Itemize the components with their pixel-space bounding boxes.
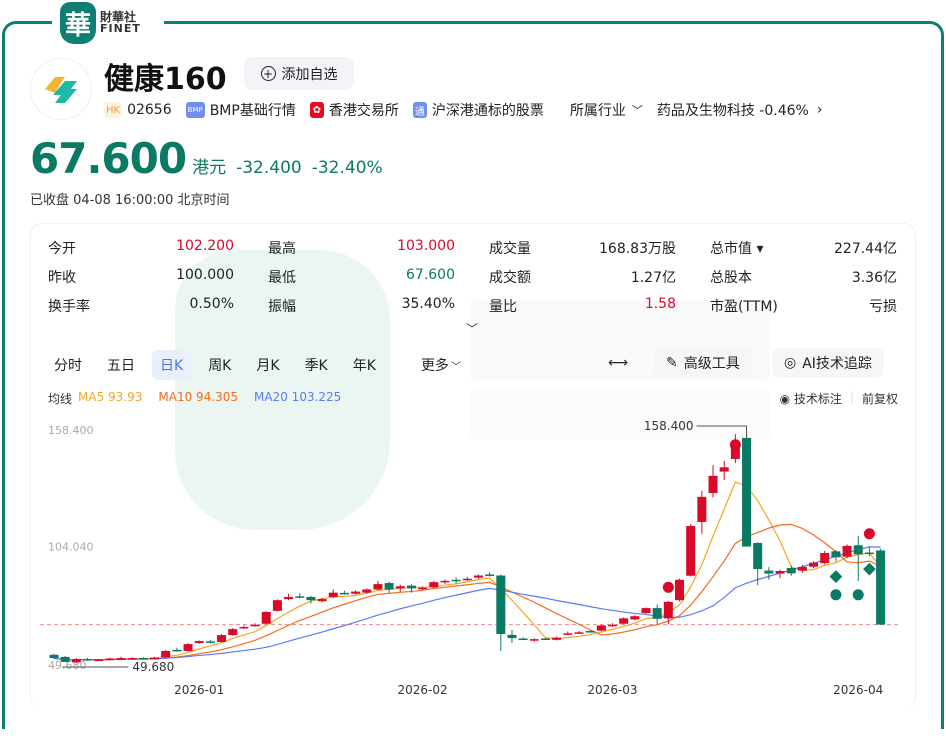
- stats-grid: 今开 102.200 最高 103.000 成交量 168.83万股 总市值 ▾ 227.44…: [48, 238, 898, 316]
- stat-value: 227.44亿: [834, 241, 897, 257]
- annotate-label: 技术标注: [793, 392, 842, 406]
- divider: |: [849, 390, 854, 404]
- tab-2[interactable]: 日K: [152, 350, 192, 380]
- add-watchlist-button[interactable]: + 添加自选: [244, 57, 354, 90]
- stat-value: 168.83万股: [599, 241, 676, 257]
- hkex-icon: ✿: [309, 102, 324, 118]
- stat-label: 成交额: [489, 270, 531, 286]
- last-price: 67.600: [30, 134, 187, 183]
- finet-seal-icon: 華: [60, 2, 96, 44]
- hk-badge-icon: HK: [104, 102, 123, 118]
- stat-label: 最高: [268, 241, 296, 257]
- bmp-icon: BMP: [185, 102, 205, 118]
- stat-value: 1.27亿: [630, 270, 676, 286]
- chevron-right-icon: ›: [816, 102, 823, 118]
- brand-name-cn: 財華社: [100, 10, 137, 24]
- stat-label: 最低: [268, 270, 296, 286]
- ma20-value: MA20 103.225: [254, 390, 342, 404]
- tag-hkex-label: 香港交易所: [328, 103, 399, 119]
- tag-connect[interactable]: 通沪深港通标的股票: [412, 100, 544, 120]
- currency: 港元: [192, 158, 227, 178]
- advanced-tools-button[interactable]: ✎ 高级工具: [654, 348, 752, 378]
- advanced-tools-label: 高级工具: [683, 356, 740, 372]
- ai-tracking-button[interactable]: ◎ AI技术追踪: [772, 348, 884, 378]
- ai-swirl-icon: ◎: [784, 355, 797, 371]
- tab-4[interactable]: 月K: [256, 358, 280, 374]
- ma-label: 均线: [48, 392, 73, 406]
- stat-value: 102.200: [176, 238, 234, 254]
- fit-width-button[interactable]: ⟷: [596, 348, 640, 378]
- stat-label: 换手率: [48, 299, 90, 315]
- price-change: -32.400: [236, 158, 302, 178]
- quote-card: [30, 223, 916, 708]
- tab-7[interactable]: 更多: [420, 358, 449, 374]
- stat-label: 市盈(TTM): [710, 299, 778, 315]
- tab-1[interactable]: 五日: [107, 358, 135, 374]
- stat-value: 100.000: [176, 267, 234, 283]
- ai-tracking-label: AI技术追踪: [802, 356, 872, 372]
- industry-label: 所属行业: [569, 103, 626, 119]
- tab-3[interactable]: 周K: [208, 358, 232, 374]
- stat-label: 量比: [489, 299, 517, 315]
- chevron-down-icon: ﹀: [450, 361, 461, 373]
- brand-name-en: FINET: [100, 22, 141, 35]
- expand-stats-chevron-icon[interactable]: ﹀: [466, 322, 479, 336]
- tag-code: HK 02656: [104, 102, 172, 118]
- stock-code: 02656: [127, 102, 172, 118]
- stock-title: 健康160: [104, 62, 227, 97]
- connect-icon: 通: [412, 102, 427, 118]
- industry-link[interactable]: 药品及生物科技 -0.46% ›: [657, 100, 823, 120]
- stat-label: 成交量: [489, 241, 531, 257]
- period-tabs: 分时 五日 日K 周K 月K 季K 年K 更多 ﹀: [46, 350, 461, 380]
- add-watchlist-label: 添加自选: [281, 66, 338, 83]
- stat-value: 67.600: [406, 267, 455, 283]
- adjust-dropdown[interactable]: 前复权: [861, 392, 898, 406]
- pen-tool-icon: ✎: [666, 355, 678, 371]
- stock-logo: [30, 58, 92, 120]
- tab-5[interactable]: 季K: [304, 358, 328, 374]
- card-frame: [2, 21, 944, 729]
- stock-tags: HK 02656 BMP BMP基础行情 ✿ 香港交易所 通沪深港通标的股票 所属行业…: [104, 100, 836, 120]
- stat-value: 1.58: [644, 296, 676, 312]
- price-change-pct: -32.40%: [311, 158, 383, 178]
- tab-6[interactable]: 年K: [352, 358, 376, 374]
- plus-circle-icon: +: [260, 66, 276, 81]
- tag-bmp-label: BMP基础行情: [209, 103, 296, 119]
- stat-value: 3.36亿: [851, 270, 897, 286]
- industry-dropdown[interactable]: 所属行业 ﹀: [570, 100, 643, 120]
- fit-width-icon: ⟷: [608, 355, 629, 371]
- stat-value: 亏损: [869, 299, 897, 315]
- tag-bmp[interactable]: BMP BMP基础行情: [185, 100, 296, 120]
- stat-label: 昨收: [48, 270, 76, 286]
- tag-hkex[interactable]: ✿ 香港交易所: [309, 100, 399, 120]
- watermark-finet-en: [470, 390, 770, 440]
- industry-value: 药品及生物科技 -0.46%: [656, 103, 809, 119]
- quote: 67.600 港元 -32.400 -32.40%: [30, 134, 383, 183]
- stat-value: 0.50%: [189, 296, 234, 312]
- finet-logo: 華 財華社 FINET: [52, 0, 164, 46]
- chart-options: ◉ 技术标注 | 前复权: [780, 390, 898, 407]
- stat-label: 振幅: [268, 299, 296, 315]
- stat-label: 今开: [48, 241, 76, 257]
- stat-label: 总股本: [710, 270, 752, 286]
- market-status: 已收盘 04-08 16:00:00 北京时间: [30, 193, 230, 208]
- ma10-value: MA10 94.305: [158, 390, 239, 404]
- stat-value: 103.000: [397, 238, 455, 254]
- ma-legend: 均线 MA5 93.93 MA10 94.305 MA20 103.225: [48, 390, 341, 407]
- chevron-down-icon: ﹀: [631, 104, 643, 117]
- tag-connect-label: 沪深港通标的股票: [431, 103, 544, 119]
- annotate-toggle[interactable]: ◉ 技术标注: [780, 390, 842, 407]
- eye-icon: ◉: [779, 392, 794, 406]
- stat-value: 35.40%: [401, 296, 455, 312]
- tab-0[interactable]: 分时: [54, 358, 82, 374]
- ma5-value: MA5 93.93: [78, 390, 143, 404]
- stat-label: 总市值 ▾: [710, 241, 764, 257]
